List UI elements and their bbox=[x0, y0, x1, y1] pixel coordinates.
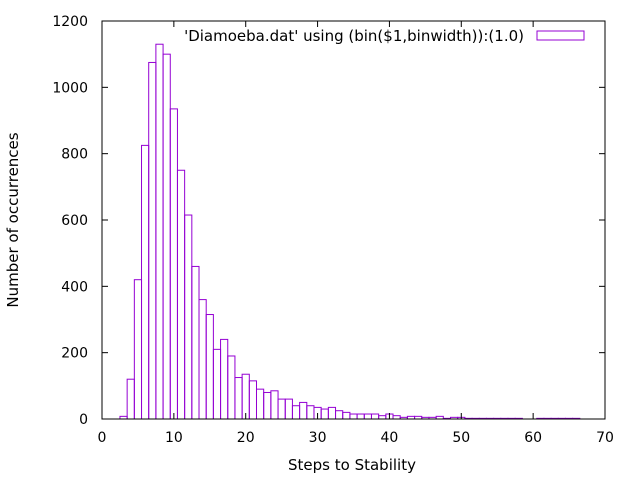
x-tick-label: 60 bbox=[524, 430, 542, 446]
histogram-bar bbox=[234, 377, 243, 420]
x-tick-label: 70 bbox=[596, 430, 614, 446]
histogram-bars bbox=[119, 43, 581, 420]
histogram-bar bbox=[363, 413, 372, 420]
x-tick-label: 20 bbox=[237, 430, 255, 446]
histogram-bar bbox=[327, 406, 337, 420]
histogram-bar bbox=[320, 408, 329, 420]
y-tick-label: 400 bbox=[61, 279, 88, 295]
y-tick-label: 200 bbox=[61, 346, 88, 362]
histogram-bar bbox=[212, 348, 222, 420]
x-tick-label: 40 bbox=[381, 430, 399, 446]
x-tick-label: 0 bbox=[98, 430, 107, 446]
histogram-bar bbox=[126, 378, 135, 420]
histogram-bar bbox=[356, 413, 365, 420]
histogram-bar bbox=[241, 373, 250, 420]
histogram-bar bbox=[141, 144, 150, 420]
histogram-bar bbox=[370, 413, 380, 420]
histogram-bar bbox=[349, 413, 358, 420]
x-axis-title: Steps to Stability bbox=[288, 456, 416, 474]
y-tick-label: 1000 bbox=[52, 80, 88, 96]
histogram-bar bbox=[198, 299, 207, 420]
histogram-bar bbox=[148, 61, 157, 420]
histogram-bar bbox=[133, 279, 143, 420]
x-tick-label: 30 bbox=[309, 430, 327, 446]
y-tick-label: 0 bbox=[79, 412, 88, 428]
histogram-bar bbox=[270, 390, 279, 420]
legend-label: 'Diamoeba.dat' using (bin($1,binwidth)):… bbox=[184, 27, 524, 45]
histogram-bar bbox=[342, 411, 351, 420]
y-axis-title: Number of occurrences bbox=[4, 132, 22, 307]
axis-ticks bbox=[101, 20, 606, 420]
x-tick-label: 10 bbox=[165, 430, 183, 446]
histogram-bar bbox=[227, 355, 236, 420]
histogram-bar bbox=[306, 405, 315, 420]
tick-labels: 0 10 20 30 40 50 60 70 0 200 400 600 800 1000 1200 bbox=[52, 14, 614, 446]
histogram-bar bbox=[263, 391, 272, 420]
histogram-bar bbox=[176, 169, 186, 420]
x-tick-label: 50 bbox=[452, 430, 470, 446]
histogram-bar bbox=[220, 338, 229, 420]
histogram-bar bbox=[335, 410, 344, 420]
histogram-bar bbox=[184, 214, 193, 420]
histogram-bar bbox=[191, 265, 200, 420]
y-tick-label: 1200 bbox=[52, 14, 88, 30]
histogram-bar bbox=[155, 43, 164, 420]
histogram-bar bbox=[169, 108, 178, 420]
y-tick-label: 600 bbox=[61, 213, 88, 229]
histogram-bar bbox=[291, 405, 301, 420]
histogram-bar bbox=[284, 398, 293, 420]
histogram-bar bbox=[255, 388, 265, 420]
legend-swatch bbox=[536, 30, 585, 41]
histogram-bar bbox=[248, 380, 257, 420]
legend: 'Diamoeba.dat' using (bin($1,binwidth)):… bbox=[184, 27, 585, 45]
histogram-bar bbox=[299, 401, 308, 420]
histogram-bar bbox=[205, 314, 214, 420]
y-tick-label: 800 bbox=[61, 147, 88, 163]
histogram-bar bbox=[277, 398, 286, 420]
histogram-bar bbox=[162, 53, 171, 420]
